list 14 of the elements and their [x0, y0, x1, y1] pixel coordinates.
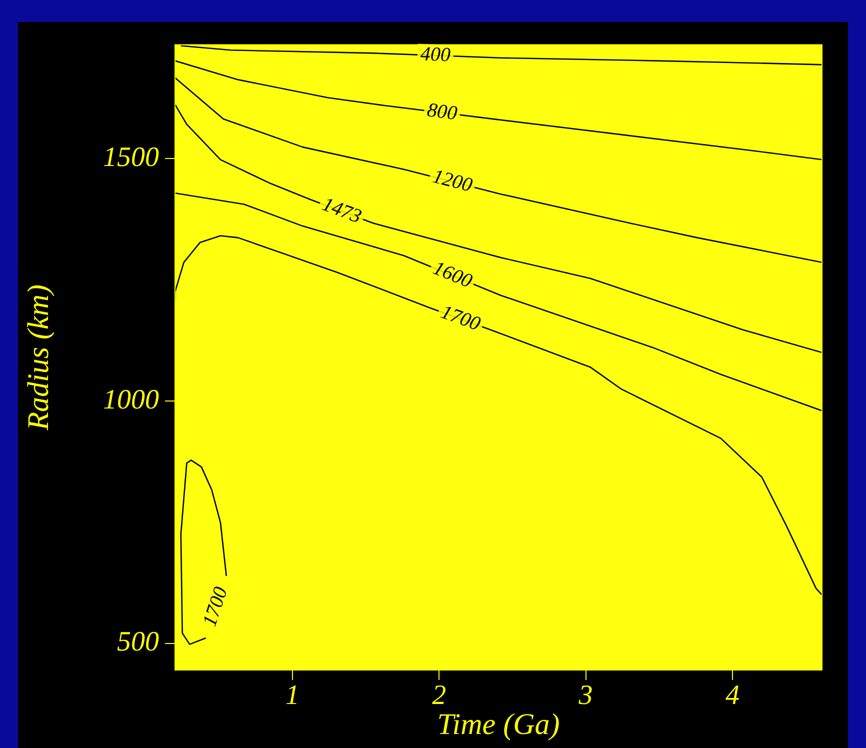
series-label: 400 — [420, 43, 451, 66]
text: 1473 — [319, 193, 364, 228]
x-tick-label: 3 — [578, 680, 593, 712]
text: 1700 — [198, 584, 232, 630]
y-tick-label: 500 — [117, 626, 159, 658]
text: 1200 — [430, 165, 475, 197]
text: 1700 — [438, 301, 484, 336]
x-tick-label: 4 — [726, 680, 740, 712]
y-tick-label: 1000 — [103, 384, 159, 416]
text: 800 — [426, 99, 458, 125]
y-tick-label: 1500 — [103, 142, 159, 174]
text: 1600 — [430, 257, 476, 293]
y-axis-title: Radius (km) — [22, 284, 55, 432]
x-tick-label: 1 — [285, 680, 300, 712]
